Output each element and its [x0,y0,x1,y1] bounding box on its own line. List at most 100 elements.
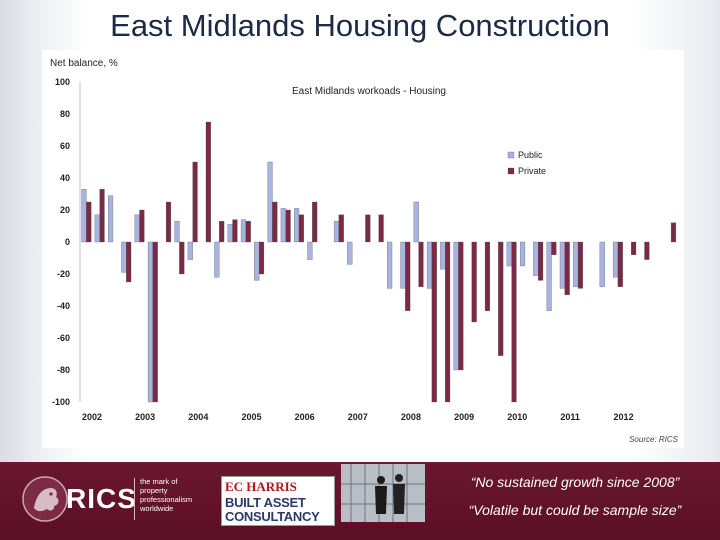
x-tick-label: 2008 [401,412,421,422]
bar-public [174,221,180,243]
y-tick-label: -40 [57,301,70,311]
bar-private [298,214,304,243]
bar-public [440,241,446,270]
photo-illustration [341,464,425,522]
bar-public [147,241,153,403]
bar-private [338,214,344,243]
bar-public [546,241,552,311]
bar-chart: Net balance, % 100 80 60 40 20 0 -20 -40 -60 -80 -1… [50,58,679,444]
x-tick-label: 2002 [82,412,102,422]
bar-public [426,241,433,289]
bar-private [179,241,185,275]
bar-public [254,241,260,281]
bar-public [387,241,393,289]
bar-public [294,208,300,243]
y-tick-label: 0 [65,237,70,247]
rics-logo [12,470,212,530]
bar-private [431,241,437,403]
bar-public [81,189,87,243]
chart-panel: Net balance, % 100 80 60 40 20 0 -20 -40 -60 -80 -1… [42,50,684,448]
y-tick-label: -100 [52,397,70,407]
bar-public [333,221,340,243]
rics-tagline-line: professionalism [140,495,193,504]
bar-private [418,241,424,287]
x-tick-label: 2005 [241,412,261,422]
y-tick-label: 20 [60,205,70,215]
rics-tagline-line: the mark of [140,477,178,486]
bar-public [533,241,539,276]
bar-public [599,241,605,287]
chart-title: East Midlands workoads - Housing [292,86,446,97]
rics-lion-logo-icon [22,476,68,522]
bar-private [564,241,570,295]
bar-private [139,209,145,243]
bar-private [577,241,584,289]
bar-private [445,241,451,403]
bar-private [86,201,92,243]
slide-title: East Midlands Housing Construction [110,8,610,43]
bar-private [99,189,105,243]
bar-public [94,214,100,243]
bar-private [484,241,490,311]
bar-private [258,241,265,275]
ec-harris-line3: CONSULTANCY [225,509,320,524]
source-note: Source: RICS [629,435,679,444]
bar-private [219,221,225,243]
bar-private [538,241,544,281]
bar-private [511,241,517,403]
bar-private [670,222,677,243]
bar-public [227,224,233,243]
bar-private [498,241,504,356]
y-tick-label: -80 [57,365,70,375]
y-tick-label: 80 [60,109,70,119]
x-tick-label: 2012 [614,412,634,422]
bar-public [280,208,286,243]
x-tick-label: 2010 [507,412,527,422]
quotes-area: “No sustained growth since 2008” “Volati… [430,464,720,534]
bar-private [378,214,384,243]
business-people-photo [341,464,425,522]
bar-public [413,201,419,243]
rics-divider [134,478,135,520]
bar-private [631,241,637,255]
bar-public [400,241,406,289]
bar-private [272,201,278,243]
bar-private [192,161,198,243]
bar-public [108,195,114,243]
bar-public [214,241,220,278]
x-tick-label: 2003 [135,412,155,422]
bar-public [559,241,565,289]
x-tick-label: 2009 [454,412,474,422]
rics-wordmark: RICS [66,483,137,514]
ec-harris-name: EC HARRIS [225,479,297,494]
rics-tagline-line: worldwide [140,504,174,513]
rics-tagline-line: property [140,486,168,495]
x-tick-label: 2004 [188,412,208,422]
y-tick-label: 40 [60,173,70,183]
bar-public [347,241,353,265]
bar-private [232,219,238,243]
quote-1: “No sustained growth since 2008” [470,474,680,490]
bar-public [453,241,459,371]
bar-private [405,241,411,311]
x-tick-label: 2011 [560,412,580,422]
rics-tagline: the mark of property professionalism wor… [140,477,210,513]
bar-public [519,241,526,267]
legend-label-private: Private [518,166,546,176]
bar-private [458,241,464,371]
bar-private [205,121,211,243]
bar-private [126,241,132,283]
bar-private [285,209,291,243]
bar-public [267,161,273,243]
bar-private [165,201,172,243]
legend-label-public: Public [518,150,543,160]
legend-swatch-public [507,151,515,159]
bar-public [573,241,579,287]
legend-swatch-private [507,167,515,175]
bar-public [121,241,127,273]
quote-2: “Volatile but could be sample size” [468,502,682,518]
bar-private [245,221,251,243]
bar-public [134,214,140,243]
y-axis-label: Net balance, % [50,58,118,69]
bar-private [312,201,318,243]
